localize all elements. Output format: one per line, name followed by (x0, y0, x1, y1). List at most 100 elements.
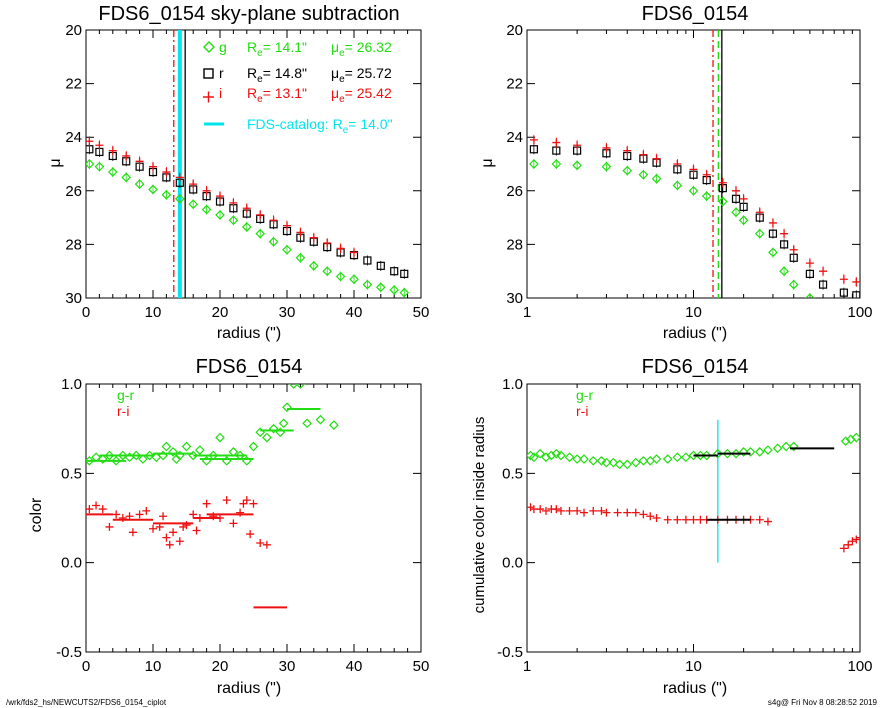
data-point (754, 447, 765, 457)
data-point (390, 267, 399, 276)
data-point (573, 141, 582, 150)
data-point (631, 508, 640, 517)
data-point (622, 459, 633, 470)
x-tick-label: 100 (847, 304, 872, 321)
y-tick-label: -0.5 (497, 644, 523, 661)
data-point (236, 508, 245, 517)
data-point (556, 450, 566, 461)
data-point (623, 146, 632, 155)
data-point (681, 452, 691, 463)
data-point (732, 186, 741, 195)
data-point (228, 215, 239, 226)
data-point (363, 256, 372, 265)
data-point (389, 285, 400, 295)
panel-title: FDS6_0154 (642, 356, 749, 378)
data-point (536, 505, 545, 514)
data-point (246, 530, 255, 539)
data-point (107, 167, 118, 177)
panel-title: FDS6_0154 (196, 356, 303, 378)
data-point (336, 244, 345, 253)
data-point (376, 261, 385, 270)
data-point (739, 194, 748, 203)
data-point (852, 277, 860, 286)
legend-mu: μe= 26.32 (331, 39, 392, 59)
data-point (840, 436, 851, 447)
y-tick-label: 24 (506, 129, 523, 146)
data-point (295, 252, 306, 263)
data-point (118, 514, 127, 522)
panel-title: FDS6_0154 (642, 3, 749, 25)
y-axis-label: μ (479, 158, 496, 167)
legend-re: Re= 13.1" (247, 85, 307, 105)
data-point (818, 280, 828, 289)
panel-title: FDS6_0154 sky-plane subtraction (98, 3, 399, 25)
data-point (573, 506, 582, 515)
y-tick-label: 1.0 (502, 376, 523, 393)
x-tick-label: 50 (413, 304, 430, 321)
legend-re: Re= 14.1" (247, 39, 307, 59)
y-tick-label: 24 (65, 129, 82, 146)
data-point (780, 229, 789, 238)
data-point (768, 229, 778, 238)
legend-mu: μe= 25.42 (331, 85, 392, 105)
data-point (638, 169, 649, 180)
legend-band: r (219, 65, 224, 81)
x-axis-label: radius (") (217, 325, 281, 342)
data-point (362, 279, 373, 290)
legend-mu: μe= 25.72 (331, 65, 392, 85)
data-point (755, 208, 764, 217)
y-tick-label: 28 (506, 236, 523, 253)
data-point (552, 138, 561, 147)
data-point (181, 441, 192, 452)
data-point (192, 526, 201, 535)
data-point (189, 180, 198, 189)
data-point (162, 168, 171, 177)
data-point (639, 510, 648, 519)
data-point (651, 454, 662, 464)
legend-r-i: r-i (117, 403, 129, 419)
data-point (165, 540, 174, 549)
data-point (215, 432, 225, 443)
data-point (216, 192, 224, 201)
data-point (651, 173, 662, 184)
data-point (819, 267, 828, 276)
data-point (673, 160, 682, 168)
data-point (128, 528, 137, 537)
data-point (86, 137, 94, 146)
data-point (201, 455, 212, 466)
y-tick-label: 1.0 (61, 376, 82, 393)
data-point (689, 515, 698, 524)
data-point (844, 540, 853, 549)
data-point (552, 505, 561, 514)
data-point (613, 508, 622, 517)
data-point (601, 457, 612, 468)
data-point (663, 515, 672, 524)
y-tick-label: 26 (65, 183, 82, 200)
data-point (202, 186, 211, 195)
y-tick-label: 22 (506, 76, 523, 93)
data-point (851, 432, 860, 443)
data-point (94, 161, 105, 172)
data-point (135, 157, 144, 166)
y-tick-label: 0.5 (502, 465, 523, 482)
data-point (400, 269, 409, 278)
data-point (174, 193, 185, 204)
x-tick-label: 20 (212, 658, 229, 675)
data-point (349, 274, 359, 285)
data-point (839, 288, 848, 297)
y-tick-label: 26 (506, 183, 523, 200)
data-point (673, 515, 682, 524)
data-point (282, 244, 292, 255)
data-point (602, 143, 611, 152)
data-point (639, 150, 648, 159)
footer-path: /wrk/fds2_hs/NEWCUTS2/FDS6_0154_ciplot (6, 698, 167, 707)
legend-r-i: r-i (576, 403, 588, 419)
x-tick-label: 0 (82, 658, 90, 675)
data-point (329, 420, 339, 430)
y-axis-label: cumulative color inside radius (471, 417, 488, 614)
data-point (702, 170, 711, 179)
data-point (375, 282, 386, 293)
x-axis-label: radius (") (217, 680, 281, 697)
